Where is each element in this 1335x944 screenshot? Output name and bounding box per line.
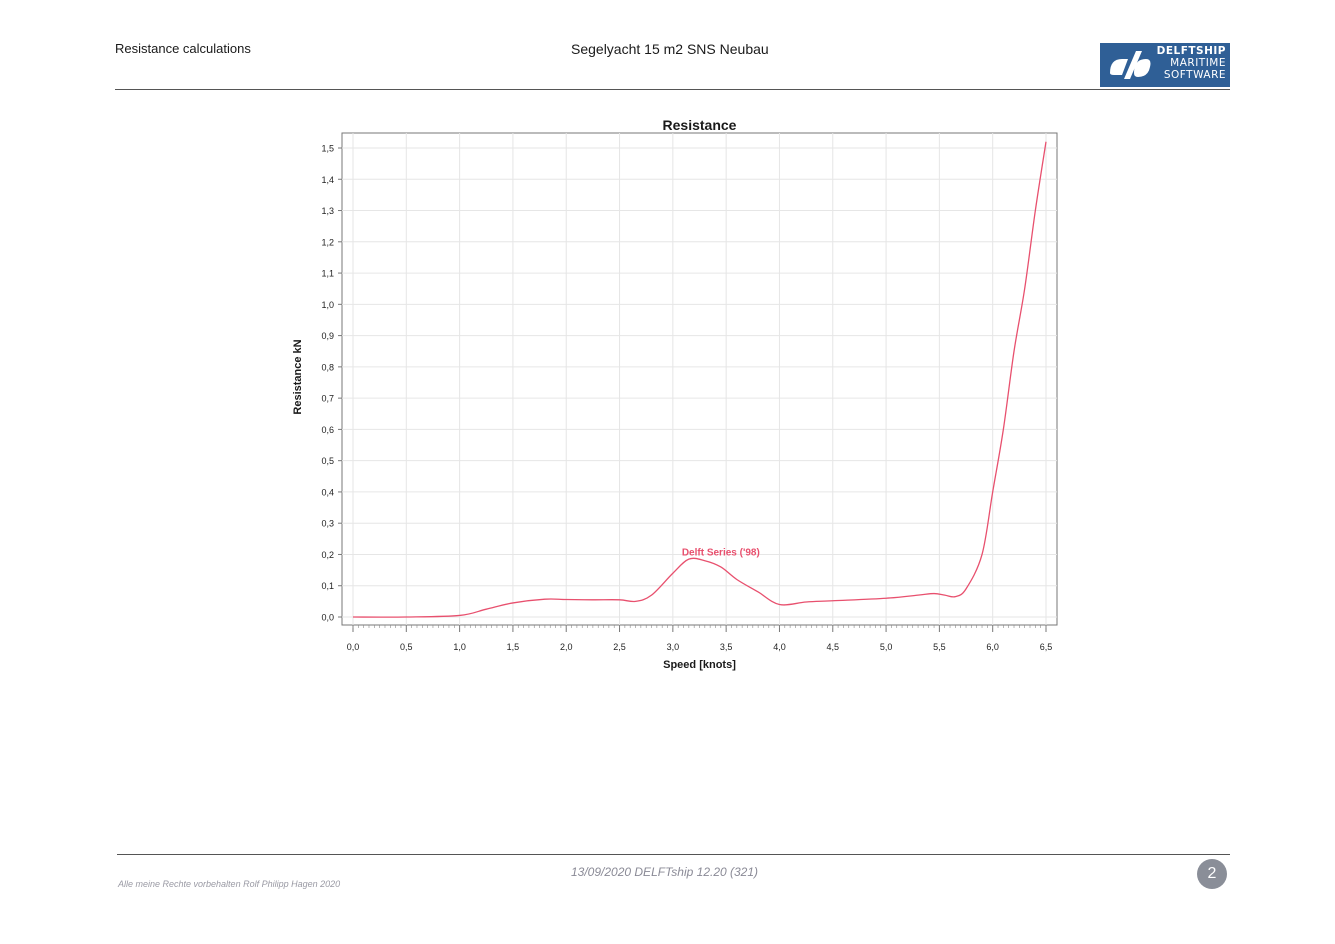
y-tick-label: 0,9 xyxy=(321,331,334,341)
header-project-title: Segelyacht 15 m2 SNS Neubau xyxy=(571,41,769,57)
x-tick-label: 5,0 xyxy=(880,642,893,652)
y-tick-label: 0,7 xyxy=(321,394,334,404)
chart-title: Resistance xyxy=(663,117,737,133)
x-tick-label: 6,5 xyxy=(1040,642,1053,652)
y-tick-label: 1,2 xyxy=(321,237,334,247)
y-tick-label: 0,4 xyxy=(321,487,334,497)
header-divider xyxy=(115,89,1230,90)
y-tick-label: 0,1 xyxy=(321,581,334,591)
footer-divider xyxy=(117,854,1230,855)
plot-area xyxy=(341,132,1058,626)
x-tick-label: 1,0 xyxy=(453,642,466,652)
x-tick-label: 2,0 xyxy=(560,642,573,652)
y-tick-label: 0,2 xyxy=(321,550,334,560)
y-tick-label: 0,6 xyxy=(321,425,334,435)
series-line-delft-series xyxy=(352,141,1047,618)
x-tick-label: 1,5 xyxy=(507,642,520,652)
logo-line-1: DELFTSHIP xyxy=(1156,45,1226,57)
x-tick-label: 4,5 xyxy=(827,642,840,652)
footer-date-version: 13/09/2020 DELFTship 12.20 (321) xyxy=(571,865,759,879)
x-tick-label: 3,5 xyxy=(720,642,733,652)
y-tick-label: 1,0 xyxy=(321,300,334,310)
delftship-logo-icon xyxy=(1110,51,1151,79)
y-tick-label: 1,3 xyxy=(321,206,334,216)
y-tick-label: 0,5 xyxy=(321,456,334,466)
x-tick-label: 4,0 xyxy=(773,642,786,652)
x-tick-label: 2,5 xyxy=(613,642,626,652)
x-tick-label: 5,5 xyxy=(933,642,946,652)
y-tick-label: 1,1 xyxy=(321,269,334,279)
x-tick-label: 0,5 xyxy=(400,642,413,652)
y-tick-label: 0,0 xyxy=(321,613,334,623)
y-tick-label: 1,5 xyxy=(321,144,334,154)
y-axis-label: Resistance kN xyxy=(292,339,304,414)
x-tick-label: 3,0 xyxy=(667,642,680,652)
x-axis-label: Speed [knots] xyxy=(663,659,736,671)
logo-line-3: SOFTWARE xyxy=(1163,69,1226,81)
y-tick-label: 0,3 xyxy=(321,519,334,529)
logo-line-2: MARITIME xyxy=(1170,57,1226,69)
x-tick-label: 6,0 xyxy=(986,642,999,652)
header-section-title: Resistance calculations xyxy=(115,41,251,56)
x-tick-label: 0,0 xyxy=(347,642,360,652)
series-annotation-label: Delft Series ('98) xyxy=(682,547,760,558)
footer-copyright: Alle meine Rechte vorbehalten Rolf Phili… xyxy=(118,879,341,889)
page-number-badge: 2 xyxy=(1197,859,1227,889)
delftship-logo: DELFTSHIP MARITIME SOFTWARE xyxy=(1100,43,1230,87)
y-tick-label: 0,8 xyxy=(321,362,334,372)
y-tick-label: 1,4 xyxy=(321,175,334,185)
